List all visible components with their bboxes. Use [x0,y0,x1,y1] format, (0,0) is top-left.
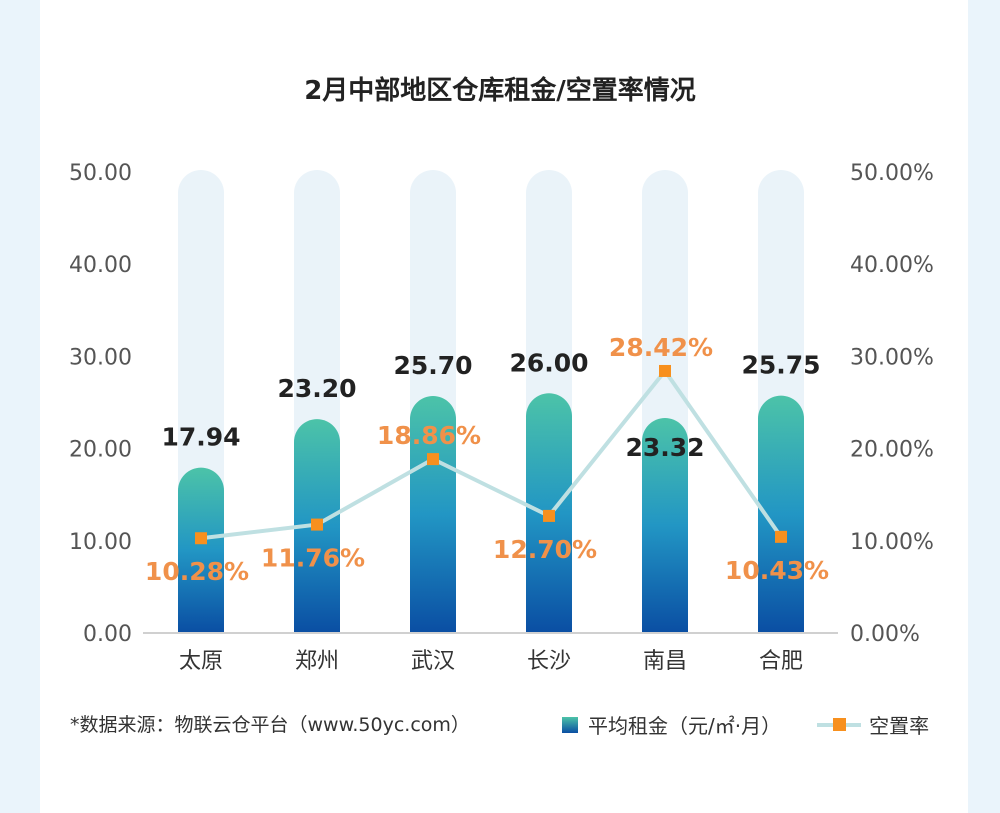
legend-bar-label: 平均租金（元/㎡·月） [588,714,782,738]
y2-tick-label: 10.00% [850,530,934,555]
x-tick-label: 武汉 [411,649,455,674]
rent-data-label: 25.70 [393,351,472,380]
data-source: *数据来源：物联云仓平台（www.50yc.com） [70,714,470,736]
y-tick-label: 30.00 [69,345,132,370]
y-tick-label: 0.00 [83,622,132,647]
bar-rent [642,417,688,633]
y-tick-label: 20.00 [69,438,132,463]
rate-marker [195,532,207,545]
bar-rent [410,396,457,633]
rate-line [200,367,783,541]
legend: 平均租金（元/㎡·月） 空置率 [562,710,929,739]
y2-tick-label: 50.00% [850,161,934,186]
rent-data-label: 23.20 [277,374,356,403]
rate-data-label: 10.28% [145,557,249,586]
y2-tick-label: 40.00% [850,253,934,278]
x-tick-label: 合肥 [759,649,803,674]
x-tick-label: 郑州 [295,649,339,674]
legend-line-label: 空置率 [869,714,930,738]
rent-data-label: 26.00 [509,348,588,377]
rate-marker [311,518,323,531]
legend-bar-swatch [562,716,578,733]
bar-rent [758,395,804,633]
rate-marker [427,453,439,466]
rate-marker [543,509,555,522]
bar-rent [178,467,224,633]
rent-data-label: 17.94 [161,423,240,452]
x-tick-label: 太原 [179,649,223,674]
rate-data-label: 11.76% [261,544,365,573]
rate-marker [659,364,671,377]
rate-data-label: 18.86% [377,421,481,450]
y2-tick-label: 30.00% [850,345,934,370]
y-tick-label: 40.00 [69,253,132,278]
rate-data-label: 10.43% [725,556,829,585]
rent-data-label: 25.75 [741,351,820,380]
x-tick-label: 南昌 [643,649,687,674]
legend-line-swatch [817,717,862,731]
rate-data-label: 12.70% [493,535,597,564]
rate-marker [775,530,787,543]
y-tick-label: 10.00 [69,530,132,555]
y-tick-label: 50.00 [69,161,132,186]
y2-tick-label: 20.00% [850,438,934,463]
rent-data-label: 23.32 [625,433,704,462]
rate-data-label: 28.42% [609,333,713,362]
y2-tick-label: 0.00% [850,622,920,647]
x-tick-label: 长沙 [527,649,571,674]
chart-title: 2月中部地区仓库租金/空置率情况 [304,76,696,106]
